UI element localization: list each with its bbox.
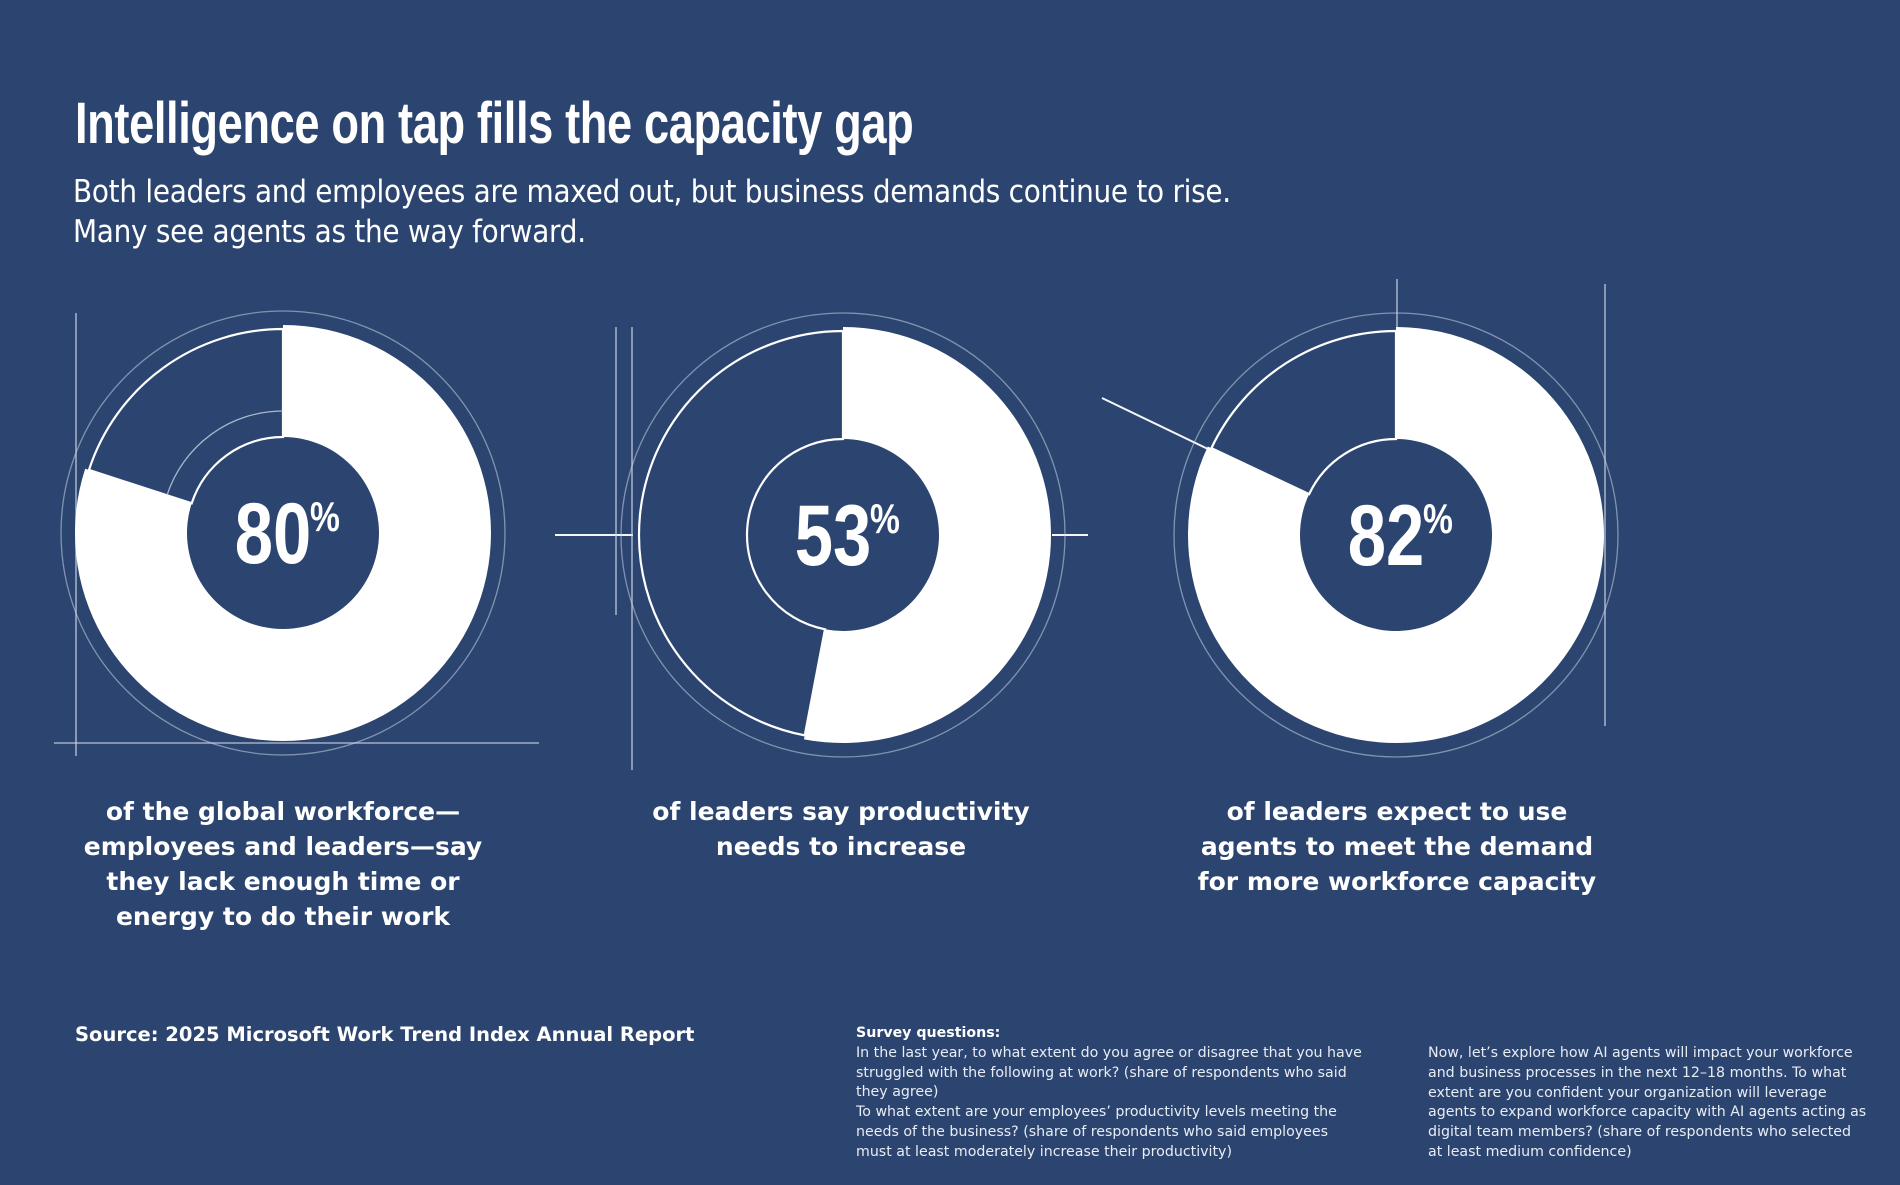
donut-value-label: 80 bbox=[235, 486, 312, 582]
survey-line: In the last year, to what extent do you … bbox=[856, 1044, 1362, 1061]
guide-circle bbox=[60, 310, 506, 756]
donut-value-segment bbox=[1188, 327, 1605, 743]
survey-line: Now, let’s explore how AI agents will im… bbox=[1428, 1045, 1853, 1061]
caption-line: of leaders expect to use bbox=[1226, 797, 1568, 826]
guide-circle bbox=[1173, 312, 1619, 758]
survey-line: To what extent are your employees’ produ… bbox=[856, 1104, 1337, 1121]
caption-line: needs to increase bbox=[715, 832, 967, 861]
caption-line: of the global workforce— bbox=[105, 797, 461, 826]
caption-1: of the global workforce— employees and l… bbox=[63, 794, 503, 934]
survey-questions-col1: Survey questions: In the last year, to w… bbox=[856, 1024, 1362, 1163]
inner-guide-arc bbox=[166, 410, 284, 496]
donut-value-label: 53 bbox=[795, 488, 872, 584]
subtitle-line: Many see agents as the way forward. bbox=[73, 214, 586, 250]
donut-unit-label: % bbox=[310, 495, 340, 541]
source-note: Source: 2025 Microsoft Work Trend Index … bbox=[75, 1023, 695, 1046]
donut-value-segment bbox=[804, 327, 1052, 743]
subtitle-line: Both leaders and employees are maxed out… bbox=[73, 174, 1231, 210]
guide-line-d3-diagonal bbox=[1101, 397, 1211, 451]
survey-line: at least medium confidence) bbox=[1428, 1143, 1632, 1160]
donut-unit-label: % bbox=[870, 497, 900, 543]
survey-line: needs of the business? (share of respond… bbox=[856, 1123, 1329, 1140]
survey-line: must at least moderately increase their … bbox=[856, 1143, 1232, 1160]
caption-line: they lack enough time or bbox=[106, 867, 460, 896]
donut-value-segment bbox=[74, 325, 491, 741]
guide-circle bbox=[620, 312, 1066, 758]
guide-lines bbox=[54, 279, 1606, 770]
survey-line: extent are you confident your organizati… bbox=[1428, 1084, 1827, 1101]
donut-remainder-segment bbox=[637, 329, 845, 737]
caption-line: energy to do their work bbox=[115, 902, 451, 931]
caption-3: of leaders expect to use agents to meet … bbox=[1177, 794, 1617, 899]
survey-line: struggled with the following at work? (s… bbox=[856, 1064, 1347, 1081]
survey-questions-col2: Now, let’s explore how AI agents will im… bbox=[1428, 1044, 1866, 1163]
survey-line: they agree) bbox=[856, 1084, 939, 1101]
survey-heading: Survey questions: bbox=[856, 1025, 1001, 1041]
donut-value-label: 82 bbox=[1348, 488, 1425, 584]
donut-group: 80% 53% 82% bbox=[60, 310, 1619, 758]
caption-line: for more workforce capacity bbox=[1197, 867, 1597, 896]
page-title: Intelligence on tap fills the capacity g… bbox=[75, 91, 914, 156]
page-subtitle: Both leaders and employees are maxed out… bbox=[73, 172, 1231, 252]
donut-unit-label: % bbox=[1423, 497, 1453, 543]
survey-line: digital team members? (share of responde… bbox=[1428, 1124, 1852, 1141]
donut-remainder-segment bbox=[87, 327, 285, 505]
caption-line: employees and leaders—say bbox=[83, 832, 483, 861]
donut-remainder-segment bbox=[1209, 329, 1398, 496]
caption-line: of leaders say productivity bbox=[652, 797, 1030, 826]
survey-line: agents to expand workforce capacity with… bbox=[1428, 1104, 1867, 1121]
survey-line: and business processes in the next 12–18… bbox=[1428, 1064, 1847, 1081]
caption-2: of leaders say productivity needs to inc… bbox=[621, 794, 1061, 864]
caption-line: agents to meet the demand bbox=[1200, 832, 1594, 861]
